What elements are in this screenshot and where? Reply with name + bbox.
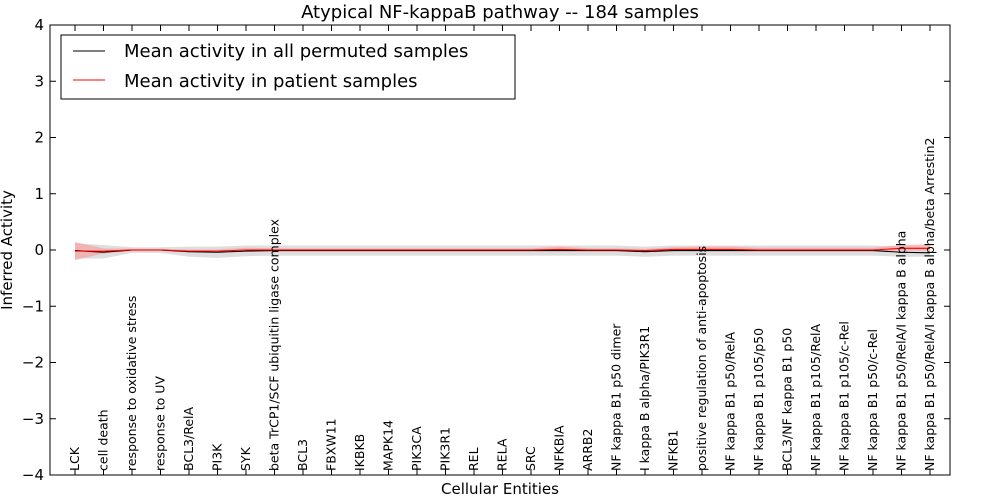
series-0-line — [74, 249, 931, 254]
category-label: NF kappa B1 p50 dimer — [609, 323, 624, 471]
y-tick-label: 2 — [34, 129, 44, 147]
category-label: NF kappa B1 p50/c-Rel — [865, 329, 880, 471]
category-label: NFKBIA — [552, 425, 567, 471]
category-label: BCL3/NF kappa B1 p50 — [780, 328, 795, 471]
x-axis-label: Cellular Entities — [441, 480, 559, 498]
category-label: SRC — [523, 446, 538, 471]
category-labels: LCK cell death response to oxidative stres… — [67, 138, 937, 472]
y-tick-label: 1 — [34, 185, 44, 203]
category-label: MAPK14 — [381, 420, 396, 471]
category-label: IKBKB — [352, 434, 367, 471]
category-label: SYK — [238, 446, 253, 471]
category-label: BCL3 — [295, 439, 310, 471]
y-tick-label: 3 — [34, 72, 44, 90]
legend: Mean activity in all permuted samples Me… — [60, 34, 516, 100]
category-label: RELA — [495, 438, 510, 471]
category-label: response to oxidative stress — [124, 296, 139, 471]
y-tick-label: −3 — [22, 410, 44, 428]
y-tick-label: −2 — [22, 354, 44, 372]
legend-label-patient: Mean activity in patient samples — [124, 71, 418, 92]
series-1-line — [75, 247, 930, 252]
plot-frame — [49, 24, 951, 476]
y-tick-label: 0 — [34, 241, 44, 259]
category-label: NF kappa B1 p105/p50 — [751, 328, 766, 471]
category-label: PIK3R1 — [438, 427, 453, 471]
category-label: response to UV — [153, 376, 168, 471]
category-label: ARRB2 — [580, 429, 595, 471]
category-label: cell death — [96, 409, 111, 471]
category-label: NF kappa B1 p50/RelA/I kappa B alpha — [894, 231, 909, 471]
y-tick-label: 4 — [34, 16, 44, 34]
category-label: NF kappa B1 p105/RelA — [808, 324, 823, 471]
series-lines — [74, 247, 931, 254]
y-axis-label: Inferred Activity — [0, 190, 16, 310]
chart-title: Atypical NF-kappaB pathway -- 184 sample… — [301, 2, 699, 23]
y-tick-label: −1 — [22, 297, 44, 315]
category-label: I kappa B alpha/PIK3R1 — [637, 326, 652, 471]
y-axis-ticks: −4 −3 −2 −1 0 1 2 3 4 — [22, 16, 950, 484]
category-label: positive regulation of anti-apoptosis — [694, 246, 709, 471]
category-label: PIK3CA — [409, 426, 424, 471]
category-label: BCL3/RelA — [181, 407, 196, 471]
legend-box — [60, 34, 516, 100]
series-1-band — [75, 242, 930, 261]
legend-label-permuted: Mean activity in all permuted samples — [124, 41, 468, 62]
x-axis-ticks — [74, 25, 931, 475]
category-label: NF kappa B1 p50/RelA — [723, 331, 738, 471]
category-label: FBXW11 — [324, 418, 339, 471]
category-label: NF kappa B1 p105/c-Rel — [837, 321, 852, 471]
category-label: LCK — [67, 446, 82, 471]
category-label: beta TrCP1/SCF ubiquitin ligase complex — [267, 219, 282, 471]
y-tick-label: −4 — [22, 466, 44, 484]
category-label: NF kappa B1 p50/RelA/I kappa B alpha/bet… — [922, 138, 937, 472]
category-label: PI3K — [210, 443, 225, 471]
category-label: REL — [466, 447, 481, 471]
category-label: NFKB1 — [666, 430, 681, 471]
